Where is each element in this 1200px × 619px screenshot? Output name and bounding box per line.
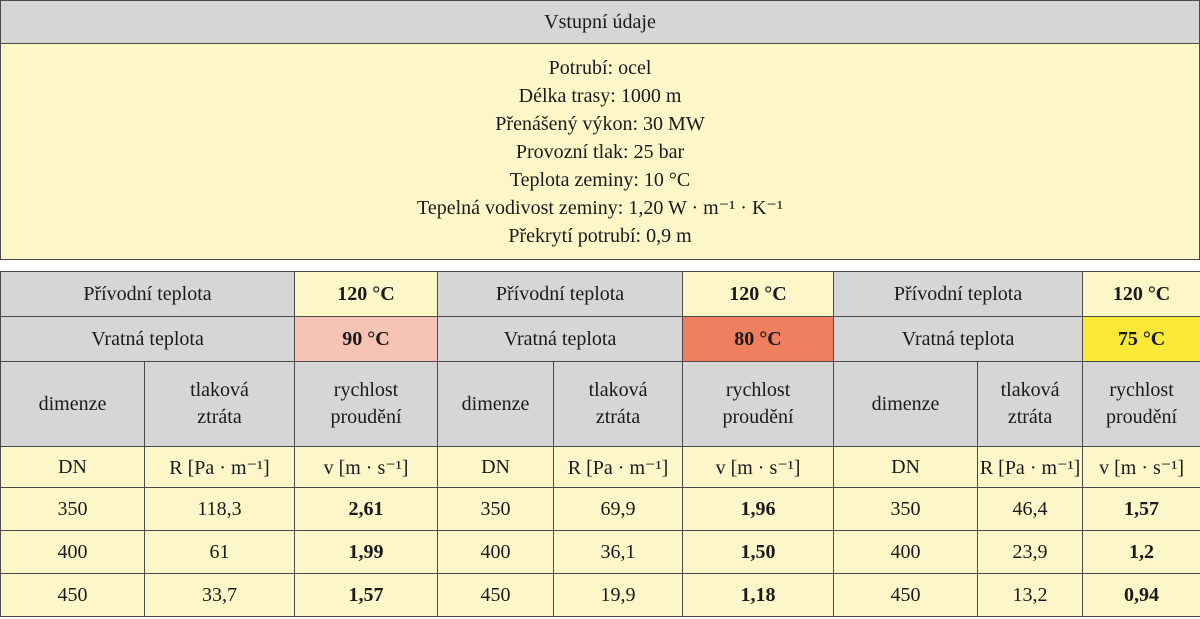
supply-value: 120 °C [682, 271, 835, 317]
input-data-body: Potrubí: ocel Délka trasy: 1000 m Přenáš… [1, 44, 1199, 259]
header-flow-velocity-text: rychlost proudění [330, 379, 402, 428]
supply-label: Přívodní teplota [833, 271, 1084, 317]
header-dimension: dimenze [0, 361, 145, 447]
cell-dn: 450 [0, 573, 145, 617]
results-table: Přívodní teplota 120 °C Přívodní teplota… [0, 271, 1200, 617]
input-line-power: Přenášený výkon: 30 MW [495, 112, 705, 135]
cell-velocity: 1,96 [682, 487, 835, 531]
cell-dn: 400 [833, 530, 979, 574]
input-data-title: Vstupní údaje [1, 1, 1199, 44]
header-flow-velocity-text: rychlost proudění [1106, 379, 1178, 428]
cell-dn: 450 [833, 573, 979, 617]
cell-velocity: 1,2 [1082, 530, 1200, 574]
cell-pressure-loss: 19,9 [553, 573, 684, 617]
supply-label: Přívodní teplota [437, 271, 684, 317]
header-dimension: dimenze [437, 361, 555, 447]
unit-velocity: v [m · s⁻¹] [294, 446, 439, 488]
column-header-row: dimenze tlaková ztráta rychlost proudění… [0, 361, 1200, 447]
input-line-soil-temp: Teplota zeminy: 10 °C [509, 168, 691, 191]
return-label: Vratná teplota [437, 316, 684, 362]
cell-pressure-loss: 118,3 [143, 487, 296, 531]
unit-dn: DN [833, 446, 979, 488]
cell-velocity: 1,99 [294, 530, 439, 574]
cell-pressure-loss: 61 [143, 530, 296, 574]
header-pressure-loss: tlaková ztráta [143, 361, 296, 447]
header-pressure-loss-text: tlaková ztráta [190, 379, 249, 428]
input-line-pressure: Provozní tlak: 25 bar [515, 140, 685, 163]
unit-pressure-loss: R [Pa · m⁻¹] [143, 446, 296, 488]
cell-dn: 350 [437, 487, 555, 531]
supply-label: Přívodní teplota [0, 271, 296, 317]
input-line-length: Délka trasy: 1000 m [518, 84, 682, 107]
cell-dn: 350 [833, 487, 979, 531]
cell-velocity: 2,61 [294, 487, 439, 531]
table-row: 400 61 1,99 400 36,1 1,50 400 23,9 1,2 [0, 530, 1200, 574]
input-line-pipe: Potrubí: ocel [548, 56, 652, 79]
header-flow-velocity: rychlost proudění [1082, 361, 1200, 447]
cell-dn: 350 [0, 487, 145, 531]
cell-pressure-loss: 46,4 [977, 487, 1084, 531]
header-pressure-loss-text: tlaková ztráta [1000, 379, 1060, 428]
return-temp-row: Vratná teplota 90 °C Vratná teplota 80 °… [0, 316, 1200, 362]
unit-dn: DN [0, 446, 145, 488]
cell-velocity: 1,57 [294, 573, 439, 617]
supply-value: 120 °C [294, 271, 439, 317]
input-line-soil-conductivity: Tepelná vodivost zeminy: 1,20 W · m⁻¹ · … [417, 196, 783, 219]
input-data-box: Vstupní údaje Potrubí: ocel Délka trasy:… [0, 0, 1200, 260]
return-value-75: 75 °C [1082, 316, 1200, 362]
cell-velocity: 1,18 [682, 573, 835, 617]
unit-pressure-loss: R [Pa · m⁻¹] [977, 446, 1084, 488]
unit-dn: DN [437, 446, 555, 488]
return-label: Vratná teplota [833, 316, 1084, 362]
cell-velocity: 1,57 [1082, 487, 1200, 531]
cell-pressure-loss: 33,7 [143, 573, 296, 617]
cell-velocity: 0,94 [1082, 573, 1200, 617]
cell-dn: 450 [437, 573, 555, 617]
header-pressure-loss-text: tlaková ztráta [588, 379, 648, 428]
units-row: DN R [Pa · m⁻¹] v [m · s⁻¹] DN R [Pa · m… [0, 446, 1200, 488]
cell-dn: 400 [437, 530, 555, 574]
supply-temp-row: Přívodní teplota 120 °C Přívodní teplota… [0, 271, 1200, 317]
header-pressure-loss: tlaková ztráta [553, 361, 684, 447]
cell-pressure-loss: 69,9 [553, 487, 684, 531]
supply-value: 120 °C [1082, 271, 1200, 317]
unit-velocity: v [m · s⁻¹] [1082, 446, 1200, 488]
header-flow-velocity: rychlost proudění [682, 361, 835, 447]
input-line-cover: Překrytí potrubí: 0,9 m [508, 224, 692, 247]
cell-velocity: 1,50 [682, 530, 835, 574]
unit-velocity: v [m · s⁻¹] [682, 446, 835, 488]
cell-dn: 400 [0, 530, 145, 574]
return-value-80: 80 °C [682, 316, 835, 362]
cell-pressure-loss: 23,9 [977, 530, 1084, 574]
cell-pressure-loss: 13,2 [977, 573, 1084, 617]
return-label: Vratná teplota [0, 316, 296, 362]
table-row: 350 118,3 2,61 350 69,9 1,96 350 46,4 1,… [0, 487, 1200, 531]
return-value-90: 90 °C [294, 316, 439, 362]
header-pressure-loss: tlaková ztráta [977, 361, 1084, 447]
cell-pressure-loss: 36,1 [553, 530, 684, 574]
unit-pressure-loss: R [Pa · m⁻¹] [553, 446, 684, 488]
header-flow-velocity-text: rychlost proudění [722, 379, 794, 428]
table-row: 450 33,7 1,57 450 19,9 1,18 450 13,2 0,9… [0, 573, 1200, 617]
header-dimension: dimenze [833, 361, 979, 447]
header-flow-velocity: rychlost proudění [294, 361, 439, 447]
